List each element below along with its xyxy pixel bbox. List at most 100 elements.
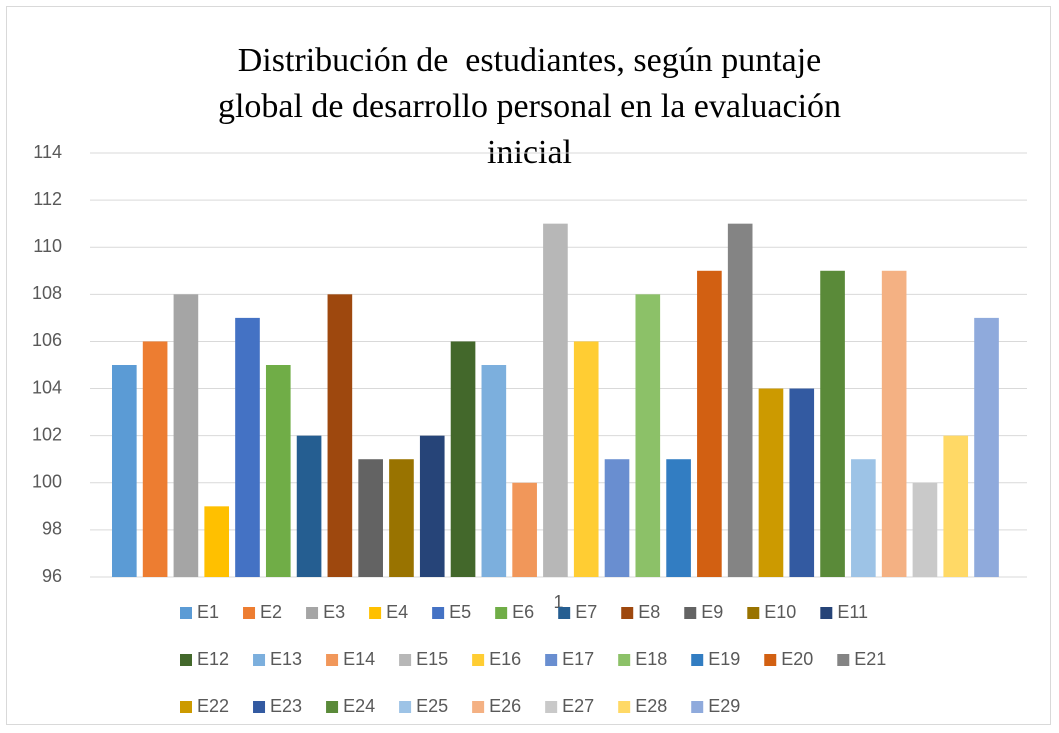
legend-label: E8 xyxy=(638,602,660,622)
legend-swatch xyxy=(558,607,571,619)
legend-label: E12 xyxy=(197,649,229,669)
bar xyxy=(820,270,845,577)
bar xyxy=(450,341,476,577)
legend-label: E20 xyxy=(781,649,813,669)
legend-label: E28 xyxy=(635,696,667,716)
bar xyxy=(389,459,414,577)
bar xyxy=(881,270,907,577)
bar xyxy=(358,459,383,577)
legend-swatch xyxy=(545,654,558,666)
bar xyxy=(142,341,168,577)
legend-swatch xyxy=(253,701,266,713)
legend-label: E13 xyxy=(270,649,302,669)
legend-swatch xyxy=(180,607,192,619)
legend-swatch xyxy=(691,701,704,713)
legend-label: E1 xyxy=(197,602,219,622)
legend-swatch xyxy=(747,607,760,619)
y-tick-label: 110 xyxy=(33,236,62,256)
bar xyxy=(912,482,938,577)
legend-swatch xyxy=(243,607,256,619)
bar xyxy=(573,341,599,577)
legend-swatch xyxy=(253,654,266,666)
legend-swatch xyxy=(472,654,485,666)
legend-swatch xyxy=(399,701,412,713)
legend-swatch xyxy=(545,701,558,713)
bar xyxy=(173,294,199,577)
y-tick-label: 114 xyxy=(33,142,62,162)
legend-swatch xyxy=(618,654,631,666)
y-tick-label: 106 xyxy=(32,330,62,350)
legend-swatch xyxy=(369,607,382,619)
legend-swatch xyxy=(495,607,508,619)
bar xyxy=(727,223,753,577)
legend-label: E2 xyxy=(260,602,282,622)
legend-label: E4 xyxy=(386,602,408,622)
legend-label: E21 xyxy=(854,649,886,669)
bar xyxy=(235,317,260,577)
bar xyxy=(974,317,999,577)
legend-label: E9 xyxy=(701,602,723,622)
legend-swatch xyxy=(691,654,704,666)
legend-label: E23 xyxy=(270,696,302,716)
legend-label: E24 xyxy=(343,696,375,716)
bar xyxy=(697,270,722,577)
legend-label: E18 xyxy=(635,649,667,669)
legend-label: E26 xyxy=(489,696,521,716)
legend-label: E15 xyxy=(416,649,448,669)
bar xyxy=(204,506,230,577)
legend-label: E7 xyxy=(575,602,597,622)
bar xyxy=(512,482,537,577)
y-tick-label: 100 xyxy=(32,472,62,492)
bar xyxy=(327,294,353,577)
legend-label: E16 xyxy=(489,649,521,669)
legend-label: E27 xyxy=(562,696,594,716)
legend-label: E22 xyxy=(197,696,229,716)
legend-swatch xyxy=(326,654,339,666)
bar xyxy=(789,388,815,577)
legend-swatch xyxy=(399,654,412,666)
legend-swatch xyxy=(764,654,777,666)
y-tick-label: 98 xyxy=(42,519,62,539)
bar xyxy=(635,294,661,577)
legend-label: E25 xyxy=(416,696,448,716)
y-tick-label: 102 xyxy=(32,424,62,444)
legend-label: E6 xyxy=(512,602,534,622)
legend-label: E17 xyxy=(562,649,594,669)
legend-swatch xyxy=(820,607,833,619)
legend-swatch xyxy=(180,654,192,666)
bar xyxy=(112,365,137,577)
legend-label: E14 xyxy=(343,649,375,669)
x-tick-label: 1 xyxy=(553,592,563,612)
legend-swatch xyxy=(180,701,192,713)
legend-swatch xyxy=(618,701,631,713)
bar xyxy=(851,459,876,577)
legend-swatch xyxy=(326,701,339,713)
legend-label: E10 xyxy=(764,602,796,622)
y-tick-label: 96 xyxy=(42,566,62,586)
bar xyxy=(419,435,445,577)
bar xyxy=(481,365,507,577)
bar xyxy=(543,223,568,577)
y-tick-label: 104 xyxy=(32,377,62,397)
bar xyxy=(296,435,322,577)
legend-swatch xyxy=(837,654,850,666)
legend-label: E3 xyxy=(323,602,345,622)
legend-label: E5 xyxy=(449,602,471,622)
legend-swatch xyxy=(684,607,697,619)
chart-frame xyxy=(6,6,1051,725)
bar xyxy=(666,459,691,577)
legend-label: E11 xyxy=(837,602,868,622)
bar xyxy=(604,459,630,577)
legend-swatch xyxy=(472,701,485,713)
legend-swatch xyxy=(621,607,634,619)
y-tick-label: 108 xyxy=(32,283,62,303)
legend-label: E19 xyxy=(708,649,740,669)
bar xyxy=(943,435,969,577)
y-tick-label: 112 xyxy=(33,189,62,209)
legend-swatch xyxy=(306,607,319,619)
bar xyxy=(265,365,291,577)
bar xyxy=(758,388,784,577)
legend-label: E29 xyxy=(708,696,740,716)
